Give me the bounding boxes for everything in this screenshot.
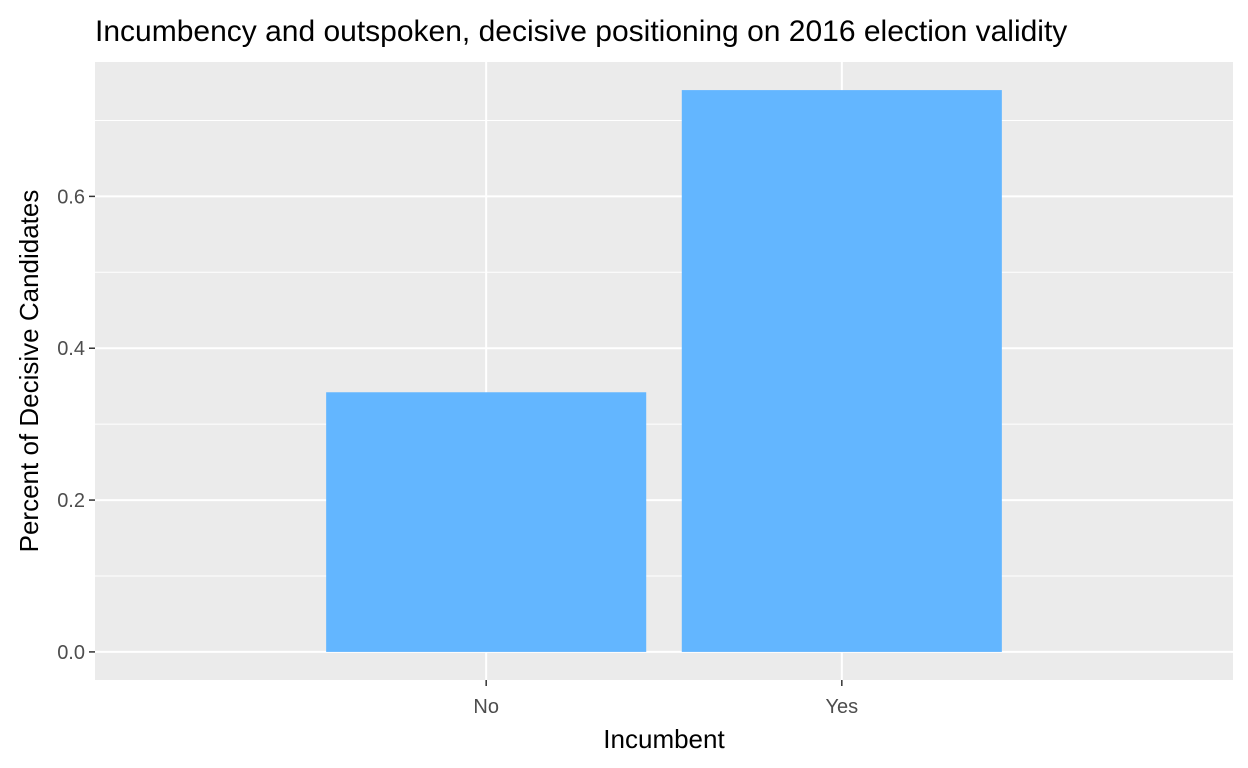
bar-no	[326, 392, 647, 652]
plot-panel	[95, 62, 1233, 680]
y-axis-ticks: 0.0 0.2 0.4 0.6	[57, 186, 95, 664]
y-axis-title: Percent of Decisive Candidates	[14, 190, 44, 553]
x-tick-label: No	[473, 696, 499, 718]
y-tick-label: 0.4	[57, 338, 85, 360]
x-tick-label: Yes	[825, 696, 858, 718]
grid-minor-lines	[95, 119, 1233, 577]
y-tick-label: 0.0	[57, 642, 85, 664]
y-tick-label: 0.6	[57, 186, 85, 208]
bars	[326, 90, 1002, 652]
bar-yes	[681, 90, 1002, 652]
x-axis-title: Incumbent	[603, 724, 725, 754]
y-tick-label: 0.2	[57, 490, 85, 512]
chart-title: Incumbency and outspoken, decisive posit…	[95, 15, 1067, 48]
x-axis-ticks: No Yes	[473, 680, 858, 718]
